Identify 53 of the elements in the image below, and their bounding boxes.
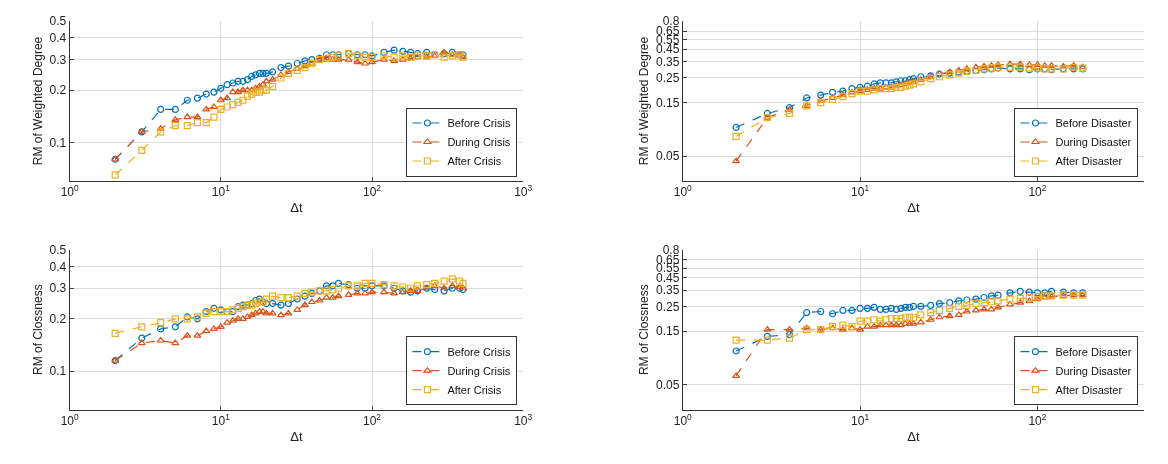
x-tick-label: 10$^{2}$ <box>1028 411 1047 428</box>
y-tick-label: 0.05 <box>655 377 680 392</box>
x-tick-label: 10$^{0}$ <box>60 411 80 428</box>
y-tick-label: 0.5 <box>49 242 67 257</box>
y-tick-label: 0.25 <box>655 299 680 314</box>
y-axis-title: RM of Weighted Degree <box>637 36 652 166</box>
x-tick-label: 10$^{0}$ <box>673 183 693 200</box>
y-tick-label: 0.35 <box>655 54 680 69</box>
x-axis-title: Δt <box>907 428 921 444</box>
legend-label: During Crisis <box>447 136 511 149</box>
x-tick-label: 10$^{1}$ <box>851 183 870 200</box>
legend-label: Before Disaster <box>1055 345 1132 358</box>
legend-label: After Disaster <box>1055 155 1123 168</box>
x-tick-label: 10$^{1}$ <box>851 411 870 428</box>
y-tick-label: 0.3 <box>49 281 67 296</box>
x-tick-label: 10$^{0}$ <box>673 411 693 428</box>
y-tick-label: 0.45 <box>655 42 680 57</box>
x-tick-label: 10$^{3}$ <box>514 183 533 200</box>
y-tick-label: 0.35 <box>655 283 680 298</box>
y-tick-label: 0.25 <box>655 70 680 85</box>
legend-label: Before Crisis <box>447 117 511 130</box>
y-tick-label: 0.2 <box>49 83 67 98</box>
y-tick-label: 0.4 <box>49 259 67 274</box>
y-tick-label: 0.15 <box>655 324 680 339</box>
x-axis-title: Δt <box>907 199 921 215</box>
y-axis-title: RM of Clossness <box>637 284 652 376</box>
legend-label: During Disaster <box>1055 364 1132 377</box>
legend-label: After Crisis <box>447 383 502 396</box>
y-tick-label: 0.5 <box>49 14 67 29</box>
x-tick-label: 10$^{0}$ <box>60 183 80 200</box>
y-axis-title: RM of Clossness <box>30 284 45 376</box>
legend-label: During Crisis <box>447 364 511 377</box>
y-tick-label: 0.05 <box>655 149 680 164</box>
y-tick-label: 0.2 <box>49 312 67 327</box>
x-tick-label: 10$^{3}$ <box>514 411 533 428</box>
legend-label: Before Crisis <box>447 345 511 358</box>
legend-label: After Disaster <box>1055 383 1123 396</box>
y-tick-label: 0.4 <box>49 31 67 46</box>
y-axis-title: RM of Weighted Degree <box>30 36 45 166</box>
x-tick-label: 10$^{1}$ <box>211 411 231 428</box>
y-tick-label: 0.3 <box>49 52 67 67</box>
y-tick-label: 0.1 <box>49 135 67 150</box>
x-tick-label: 10$^{2}$ <box>362 183 382 200</box>
x-axis-title: Δt <box>290 428 303 444</box>
legend-label: Before Disaster <box>1055 117 1132 130</box>
x-tick-label: 10$^{2}$ <box>1028 183 1047 200</box>
x-axis-title: Δt <box>290 199 303 215</box>
x-tick-label: 10$^{2}$ <box>362 411 382 428</box>
x-tick-label: 10$^{1}$ <box>211 183 231 200</box>
y-tick-label: 0.15 <box>655 95 680 110</box>
y-tick-label: 0.1 <box>49 364 67 379</box>
legend-label: After Crisis <box>447 155 502 168</box>
legend-label: During Disaster <box>1055 136 1132 149</box>
